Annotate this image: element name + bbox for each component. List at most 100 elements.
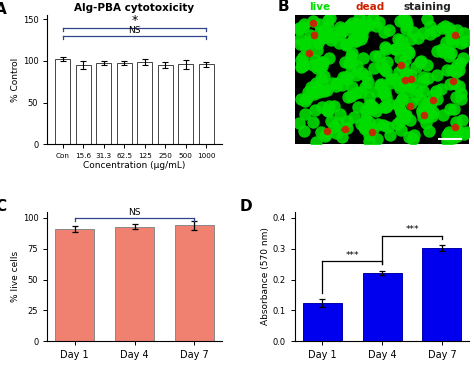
Point xyxy=(380,122,387,128)
Point xyxy=(445,129,452,135)
Point xyxy=(445,53,453,59)
Point xyxy=(375,19,383,25)
Point xyxy=(348,20,356,26)
Point xyxy=(365,94,373,100)
Point xyxy=(408,79,415,85)
Point xyxy=(368,129,375,135)
Point xyxy=(450,80,458,86)
Point xyxy=(394,36,402,42)
Point xyxy=(382,104,390,110)
Point xyxy=(327,118,334,124)
Point xyxy=(334,80,341,86)
Point xyxy=(401,46,408,52)
Point xyxy=(309,18,316,24)
Point xyxy=(301,111,309,117)
Point xyxy=(365,102,373,108)
Point xyxy=(324,23,332,29)
Point xyxy=(352,72,360,78)
Point xyxy=(301,128,308,134)
Point xyxy=(352,39,360,45)
Point xyxy=(458,117,466,123)
Point xyxy=(325,103,332,109)
Point xyxy=(295,26,303,32)
Point xyxy=(444,48,452,54)
Point xyxy=(406,103,414,109)
Text: *: * xyxy=(131,14,137,27)
Point xyxy=(343,124,351,130)
Point xyxy=(401,114,409,120)
Point xyxy=(438,46,446,52)
Point xyxy=(441,22,448,28)
Point xyxy=(314,64,321,70)
Point xyxy=(365,138,373,144)
Point xyxy=(316,29,323,35)
Point xyxy=(363,111,370,117)
Point xyxy=(373,88,380,94)
Point xyxy=(392,45,400,51)
Text: dead: dead xyxy=(356,2,385,12)
Point xyxy=(347,53,355,59)
Point xyxy=(449,78,457,84)
Point xyxy=(360,24,368,30)
Point xyxy=(314,40,322,46)
Point xyxy=(370,105,378,111)
X-axis label: Concentration (μg/mL): Concentration (μg/mL) xyxy=(83,161,186,170)
Point xyxy=(410,29,417,35)
Point xyxy=(365,132,373,138)
Point xyxy=(459,56,466,62)
Point xyxy=(312,80,320,86)
Text: A: A xyxy=(0,2,7,17)
Point xyxy=(312,138,320,144)
Point xyxy=(391,46,398,52)
Text: NS: NS xyxy=(128,26,141,35)
Point xyxy=(350,38,358,44)
Point xyxy=(345,23,353,29)
Point xyxy=(379,90,387,96)
Point xyxy=(315,90,323,96)
Point xyxy=(424,62,431,68)
Point xyxy=(425,75,432,81)
Point xyxy=(360,27,367,33)
Point xyxy=(420,112,428,118)
Point xyxy=(425,108,432,114)
Point xyxy=(402,112,410,118)
Point xyxy=(367,102,375,108)
Bar xyxy=(363,273,401,341)
Point xyxy=(419,107,426,113)
Point xyxy=(397,38,404,44)
Point xyxy=(348,84,356,90)
Point xyxy=(450,106,458,112)
Point xyxy=(342,74,350,80)
Point xyxy=(395,101,402,107)
Point xyxy=(339,82,346,88)
Point xyxy=(324,129,331,135)
Point xyxy=(382,93,390,99)
Point xyxy=(299,24,307,30)
Point xyxy=(439,112,447,118)
Point xyxy=(299,54,307,60)
Point xyxy=(343,76,351,82)
Point xyxy=(396,118,403,124)
Point xyxy=(404,48,412,54)
Point xyxy=(423,100,431,106)
Point xyxy=(360,124,367,130)
Point xyxy=(348,50,356,56)
Point xyxy=(386,80,394,86)
Point xyxy=(323,107,331,113)
Point xyxy=(296,25,303,31)
Point xyxy=(357,89,365,95)
Point xyxy=(326,15,333,21)
Point xyxy=(309,119,316,125)
Point xyxy=(397,62,404,68)
Point xyxy=(303,45,310,51)
Point xyxy=(342,42,350,48)
Point xyxy=(451,32,458,38)
Point xyxy=(454,134,461,140)
Point xyxy=(447,50,455,56)
Point xyxy=(382,89,389,95)
Bar xyxy=(179,64,193,144)
Point xyxy=(296,36,304,42)
Point xyxy=(365,79,372,85)
Point xyxy=(315,21,323,27)
Y-axis label: % Control: % Control xyxy=(11,58,20,102)
